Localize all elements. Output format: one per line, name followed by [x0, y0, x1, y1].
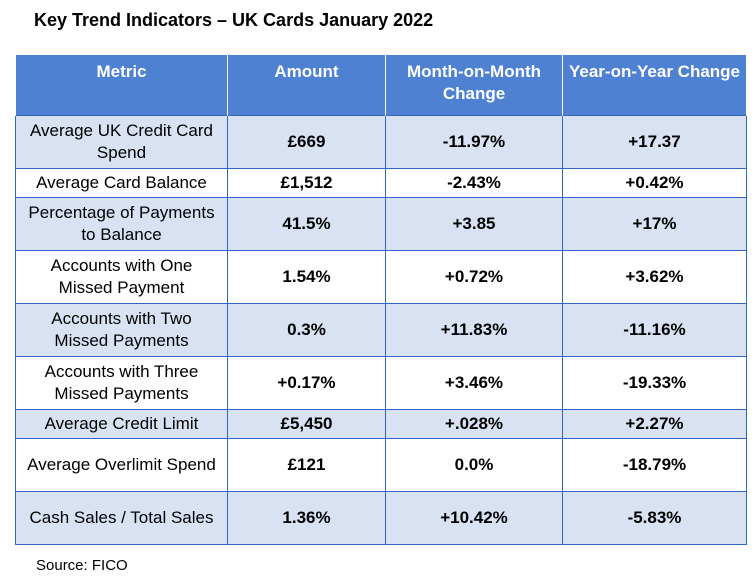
metric-cell: Average Credit Limit: [15, 409, 228, 439]
metric-cell: Average Overlimit Spend: [15, 438, 228, 492]
amount-cell: £121: [227, 438, 386, 492]
metric-cell: Accounts with Three Missed Payments: [15, 356, 228, 410]
table-row: Cash Sales / Total Sales 1.36% +10.42% -…: [15, 491, 747, 545]
table-row: Average Card Balance £1,512 -2.43% +0.42…: [15, 168, 747, 198]
metric-cell: Accounts with One Missed Payment: [15, 250, 228, 304]
yoy-cell: +17%: [562, 197, 747, 251]
amount-cell: 0.3%: [227, 303, 386, 357]
amount-cell: £669: [227, 115, 386, 169]
yoy-cell: +17.37: [562, 115, 747, 169]
amount-cell: 1.54%: [227, 250, 386, 304]
metric-cell: Cash Sales / Total Sales: [15, 491, 228, 545]
amount-cell: 1.36%: [227, 491, 386, 545]
metric-cell: Average UK Credit Card Spend: [15, 115, 228, 169]
mom-cell: -11.97%: [385, 115, 563, 169]
amount-cell: £5,450: [227, 409, 386, 439]
mom-cell: +11.83%: [385, 303, 563, 357]
metric-cell: Accounts with Two Missed Payments: [15, 303, 228, 357]
table-row: Percentage of Payments to Balance 41.5% …: [15, 197, 747, 251]
metric-cell: Percentage of Payments to Balance: [15, 197, 228, 251]
mom-cell: +.028%: [385, 409, 563, 439]
column-header-mom: Month-on-Month Change: [385, 55, 563, 116]
yoy-cell: -5.83%: [562, 491, 747, 545]
column-header-yoy: Year-on-Year Change: [562, 55, 747, 116]
table-row: Average UK Credit Card Spend £669 -11.97…: [15, 115, 747, 169]
yoy-cell: +2.27%: [562, 409, 747, 439]
amount-cell: 41.5%: [227, 197, 386, 251]
yoy-cell: +3.62%: [562, 250, 747, 304]
page-title: Key Trend Indicators – UK Cards January …: [34, 10, 434, 30]
table-row: Average Credit Limit £5,450 +.028% +2.27…: [15, 409, 747, 439]
trend-table: Metric Amount Month-on-Month Change Year…: [15, 55, 747, 545]
yoy-cell: -11.16%: [562, 303, 747, 357]
column-header-metric: Metric: [15, 55, 228, 116]
mom-cell: +3.46%: [385, 356, 563, 410]
table-row: Accounts with Two Missed Payments 0.3% +…: [15, 303, 747, 357]
amount-cell: £1,512: [227, 168, 386, 198]
mom-cell: +0.72%: [385, 250, 563, 304]
mom-cell: -2.43%: [385, 168, 563, 198]
table-row: Accounts with One Missed Payment 1.54% +…: [15, 250, 747, 304]
table-row: Average Overlimit Spend £121 0.0% -18.79…: [15, 438, 747, 492]
mom-cell: +3.85: [385, 197, 563, 251]
metric-cell: Average Card Balance: [15, 168, 228, 198]
column-header-amount: Amount: [227, 55, 386, 116]
table-row: Accounts with Three Missed Payments +0.1…: [15, 356, 747, 410]
yoy-cell: +0.42%: [562, 168, 747, 198]
mom-cell: +10.42%: [385, 491, 563, 545]
yoy-cell: -19.33%: [562, 356, 747, 410]
source-note: Source: FICO: [36, 557, 128, 574]
mom-cell: 0.0%: [385, 438, 563, 492]
yoy-cell: -18.79%: [562, 438, 747, 492]
table-header-row: Metric Amount Month-on-Month Change Year…: [15, 55, 747, 116]
amount-cell: +0.17%: [227, 356, 386, 410]
